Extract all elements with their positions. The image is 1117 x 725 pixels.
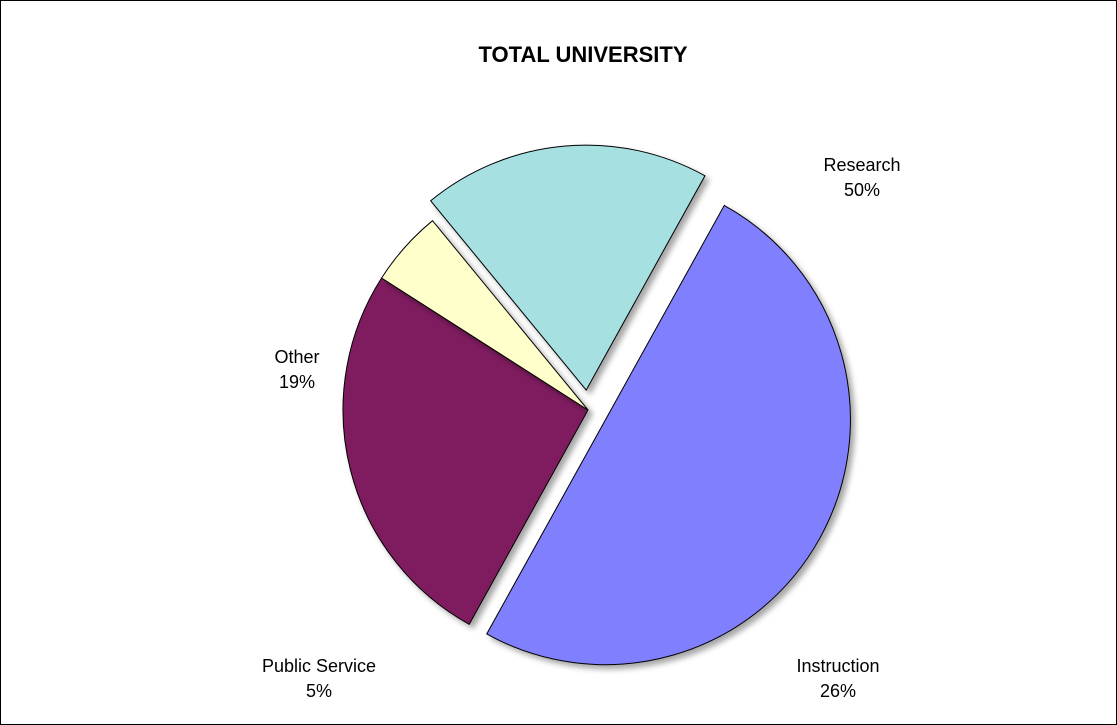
pie-labels: Research 50% Instruction 26% Public Service 5… — [262, 155, 901, 701]
pie-slice-other — [429, 144, 706, 391]
slice-label-name: Research — [823, 155, 900, 175]
slice-label-percent: 19% — [279, 372, 315, 392]
pie-slices — [342, 144, 851, 666]
slice-label-percent: 50% — [844, 180, 880, 200]
slice-label-name: Other — [274, 347, 319, 367]
chart-title: TOTAL UNIVERSITY — [478, 42, 687, 67]
pie-slice-research — [486, 204, 851, 666]
slice-label-name: Instruction — [796, 656, 879, 676]
pie-slice-public-service — [380, 219, 589, 411]
slice-label-percent: 26% — [820, 681, 856, 701]
pie-slice-instruction — [342, 277, 589, 625]
slice-label-name: Public Service — [262, 656, 376, 676]
slice-label-percent: 5% — [306, 681, 332, 701]
